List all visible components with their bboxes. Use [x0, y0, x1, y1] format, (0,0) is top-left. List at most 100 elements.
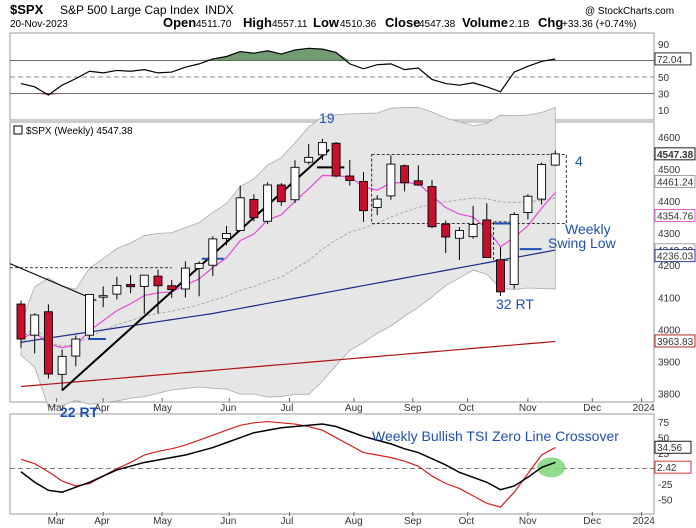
close-label: Close	[385, 15, 420, 30]
price-x-label: Apr	[94, 403, 110, 414]
candle-up	[235, 197, 245, 231]
tsi-value-box	[654, 460, 692, 474]
price-x-label: Nov	[519, 403, 537, 414]
candle-down	[441, 223, 451, 238]
candle-down	[359, 180, 368, 212]
exchange: INDX	[205, 3, 234, 17]
consolidation-box	[371, 154, 567, 224]
tsi-x-label: Aug	[345, 516, 363, 527]
price-value-box	[654, 209, 696, 222]
price-value-label: 4236.03	[657, 252, 694, 263]
price-x-label: 2024	[633, 403, 656, 414]
price-tick-label: 4500	[658, 165, 681, 176]
legend-candle-icon	[13, 125, 23, 135]
tsi-value-box	[654, 440, 692, 454]
candle-up	[509, 214, 519, 285]
price-x-label: May	[153, 403, 172, 414]
tsi-value-label: 2.42	[657, 463, 677, 474]
candle-up	[537, 163, 547, 200]
open-label: Open	[163, 15, 196, 30]
watermark: @ StockCharts.com	[585, 6, 674, 17]
candle-down	[427, 186, 437, 228]
high-value: 4557.11	[272, 19, 308, 30]
index-name: S&P 500 Large Cap Index	[60, 3, 199, 17]
candle-up	[222, 232, 231, 240]
tsi-tick-label: -50	[658, 496, 673, 507]
candle-up	[139, 274, 149, 287]
candle-up	[468, 224, 478, 238]
price-tick-label: 4100	[658, 293, 681, 304]
price-tick-label: 4000	[658, 325, 681, 336]
price-value-label: 4461.24	[657, 177, 694, 188]
tsi-tick-label: -25	[658, 480, 673, 491]
annotation-4: 4	[575, 153, 583, 169]
price-tick-label: 3800	[658, 390, 681, 401]
candle-down	[496, 259, 505, 293]
price-x-label: Jun	[220, 403, 236, 414]
price-value-box	[654, 147, 696, 161]
annotation-weekly: Weekly	[565, 221, 611, 237]
price-tick-label: 4200	[658, 261, 681, 272]
tsi-tick-label: 25	[658, 449, 670, 460]
high-label: High	[243, 15, 272, 30]
rsi-tick-label: 10	[658, 106, 670, 117]
candle-up	[317, 142, 327, 156]
candle-up	[180, 267, 190, 290]
price-x-label: Aug	[345, 403, 363, 414]
candle-up	[194, 263, 204, 269]
candle-down	[126, 284, 136, 288]
volume-label: Volume	[462, 15, 508, 30]
candle-up	[98, 295, 108, 298]
candle-up	[290, 166, 300, 201]
candle-up	[85, 293, 94, 336]
candle-up	[523, 195, 533, 214]
price-x-label: Mar	[48, 403, 66, 414]
close-value: 4547.38	[419, 19, 456, 30]
candle-up	[263, 184, 273, 222]
price-value-box	[654, 334, 696, 348]
volume-value: 2.1B	[509, 19, 530, 30]
price-tick-label: 4300	[658, 229, 681, 240]
tsi-x-label: Sep	[404, 516, 422, 527]
price-tick-label: 4600	[658, 133, 681, 144]
annotation-tsi-crossover: Weekly Bullish TSI Zero Line Crossover	[372, 428, 619, 444]
low-value: 4510.36	[340, 19, 377, 30]
tsi-x-label: Nov	[519, 516, 537, 527]
price-value-box	[654, 174, 696, 188]
tsi-x-label: Apr	[94, 516, 110, 527]
candle-up	[454, 230, 464, 239]
price-legend-text: $SPX (Weekly) 4547.38	[26, 126, 133, 137]
rsi-layer: 907050301072.04	[10, 40, 692, 117]
price-value-label: 4547.38	[657, 150, 694, 161]
tsi-x-label: Mar	[48, 516, 66, 527]
candle-up	[386, 163, 396, 197]
annotation-32rt: 32 RT	[496, 296, 534, 312]
price-tick-label: 4400	[658, 197, 681, 208]
candle-down	[43, 311, 53, 375]
ma-long-line	[20, 340, 556, 388]
price-x-label: Jul	[281, 403, 294, 414]
candle-up	[550, 153, 560, 166]
ma-short-line	[20, 174, 556, 349]
candle-down	[482, 219, 492, 258]
candle-up	[112, 284, 122, 295]
tsi-x-label: 2024	[633, 516, 656, 527]
candle-up	[208, 238, 218, 266]
rsi-value-label: 72.04	[657, 55, 682, 66]
candle-up	[71, 338, 81, 357]
candle-down	[167, 285, 177, 291]
price-value-label: 3963.83	[657, 337, 694, 348]
candle-up	[30, 314, 40, 336]
annotation-19: 19	[319, 110, 335, 126]
swing-box	[493, 221, 515, 261]
tsi-tick-label: 50	[658, 434, 670, 445]
chart-header: $SPX S&P 500 Large Cap Index INDX @ Stoc…	[10, 2, 674, 30]
chg-value: +33.36 (+0.74%)	[562, 19, 637, 30]
rsi-tick-label: 90	[658, 40, 670, 51]
price-legend: $SPX (Weekly) 4547.38	[13, 125, 133, 137]
candle-down	[249, 198, 259, 219]
price-tick-label: 3900	[658, 357, 681, 368]
low-label: Low	[313, 15, 340, 30]
tsi-x-label: Jun	[220, 516, 236, 527]
